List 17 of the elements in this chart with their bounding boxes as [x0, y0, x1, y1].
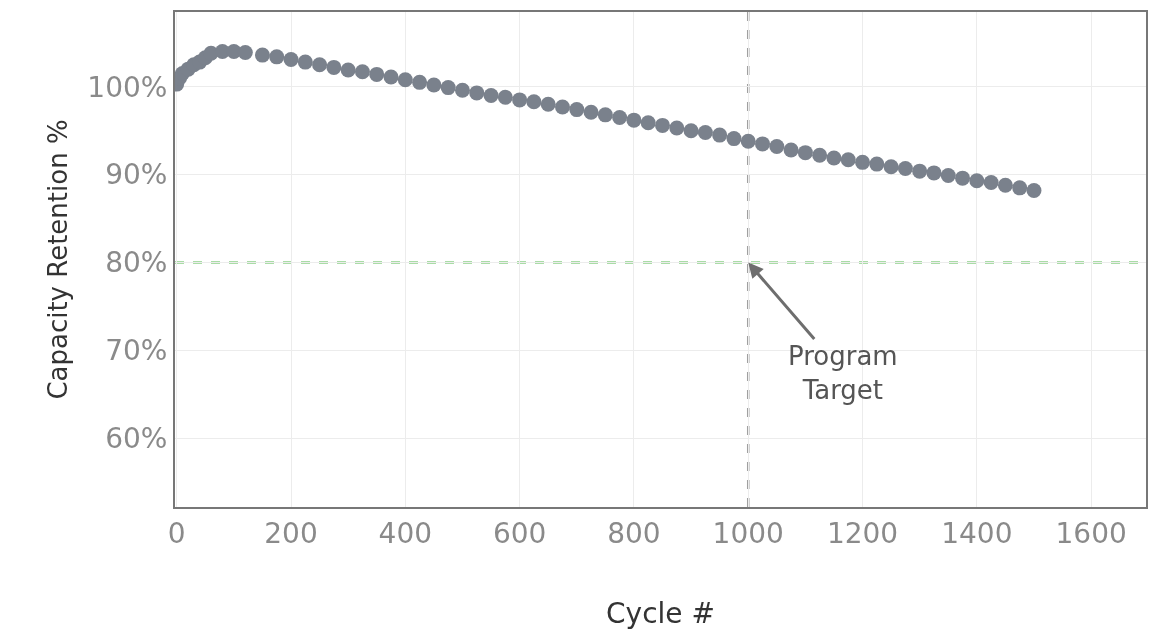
x-tick-label: 800	[607, 516, 661, 550]
x-tick-label: 200	[264, 516, 318, 550]
annotation: Program Target	[788, 341, 898, 405]
y-tick-label: 100%	[87, 70, 168, 104]
y-tick-label: 60%	[105, 422, 168, 456]
x-tick-label: 1600	[1055, 516, 1127, 550]
y-tick-label: 70%	[105, 334, 168, 368]
y-tick-label: 90%	[105, 158, 168, 192]
x-tick-label: 1000	[712, 516, 784, 550]
x-axis-title: Cycle #	[606, 597, 715, 631]
x-tick-label: 1200	[826, 516, 899, 550]
x-tick-label: 1400	[941, 516, 1013, 550]
y-tick-label: 80%	[105, 246, 168, 280]
x-tick-label: 400	[378, 516, 433, 550]
y-axis-title: Capacity Retention %	[43, 119, 74, 400]
x-tick-label: 0	[167, 516, 186, 550]
x-tick-label: 600	[492, 516, 547, 550]
